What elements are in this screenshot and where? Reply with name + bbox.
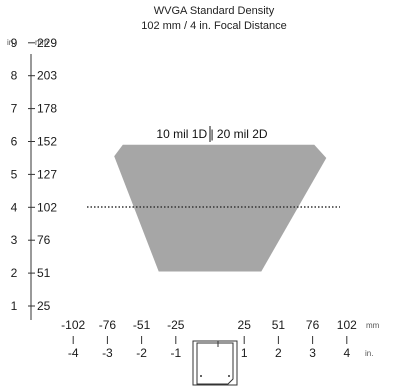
y-tick-mm: 25	[37, 299, 51, 313]
y-tick-mm: 152	[37, 135, 57, 149]
read-range-field	[114, 144, 327, 272]
y-ticks: 9 229 8 203 7 178 6 152 5 127 4 102 3 76 2 51 1 25	[11, 36, 58, 313]
y-tick-mm: 76	[37, 233, 51, 247]
y-tick-in: 8	[11, 69, 18, 83]
x-ticks: -102 -76 -51 -25 25 51 76 102 -4 -3 -2 -1 1 2 3 4	[61, 318, 357, 360]
x-tick-in: -4	[68, 346, 79, 360]
x-tick-mm: -76	[99, 318, 117, 332]
y-tick-mm: 127	[37, 167, 57, 181]
x-tick-mm: -102	[61, 318, 85, 332]
y-tick-mm: 178	[37, 102, 57, 116]
y-tick-in: 3	[11, 233, 18, 247]
field-label: 10 mil 1D | 20 mil 2D	[156, 127, 267, 141]
x-tick-in: -3	[102, 346, 113, 360]
x-tick-mm: -25	[167, 318, 185, 332]
x-tick-in: 3	[309, 346, 316, 360]
x-tick-in: 2	[275, 346, 282, 360]
x-tick-in: 1	[241, 346, 248, 360]
y-unit-in: in.	[7, 38, 15, 47]
y-tick-mm: 51	[37, 266, 51, 280]
y-tick-in: 2	[11, 266, 18, 280]
scanner-icon	[192, 340, 238, 386]
x-tick-in: -2	[136, 346, 147, 360]
x-tick-in: -1	[170, 346, 181, 360]
y-tick-mm: 203	[37, 69, 57, 83]
y-tick-in: 9	[11, 36, 18, 50]
x-tick-mm: 76	[306, 318, 320, 332]
y-tick-in: 5	[11, 167, 18, 181]
x-unit-in: in.	[365, 349, 373, 358]
y-tick-in: 7	[11, 102, 18, 116]
y-tick-mm: 102	[37, 200, 57, 214]
diagram-title: WVGA Standard Density	[154, 5, 275, 17]
x-tick-mm: 102	[337, 318, 357, 332]
y-tick-in: 1	[11, 299, 18, 313]
x-unit-mm: mm	[366, 321, 380, 330]
y-tick-mm: 229	[37, 36, 57, 50]
x-tick-mm: 51	[272, 318, 286, 332]
y-tick-in: 6	[11, 135, 18, 149]
y-tick-in: 4	[11, 200, 18, 214]
y-unit-mm: mm	[35, 38, 49, 47]
x-tick-in: 4	[343, 346, 350, 360]
x-tick-mm: 25	[238, 318, 252, 332]
diagram-subtitle: 102 mm / 4 in. Focal Distance	[141, 20, 287, 32]
x-tick-mm: -51	[133, 318, 151, 332]
